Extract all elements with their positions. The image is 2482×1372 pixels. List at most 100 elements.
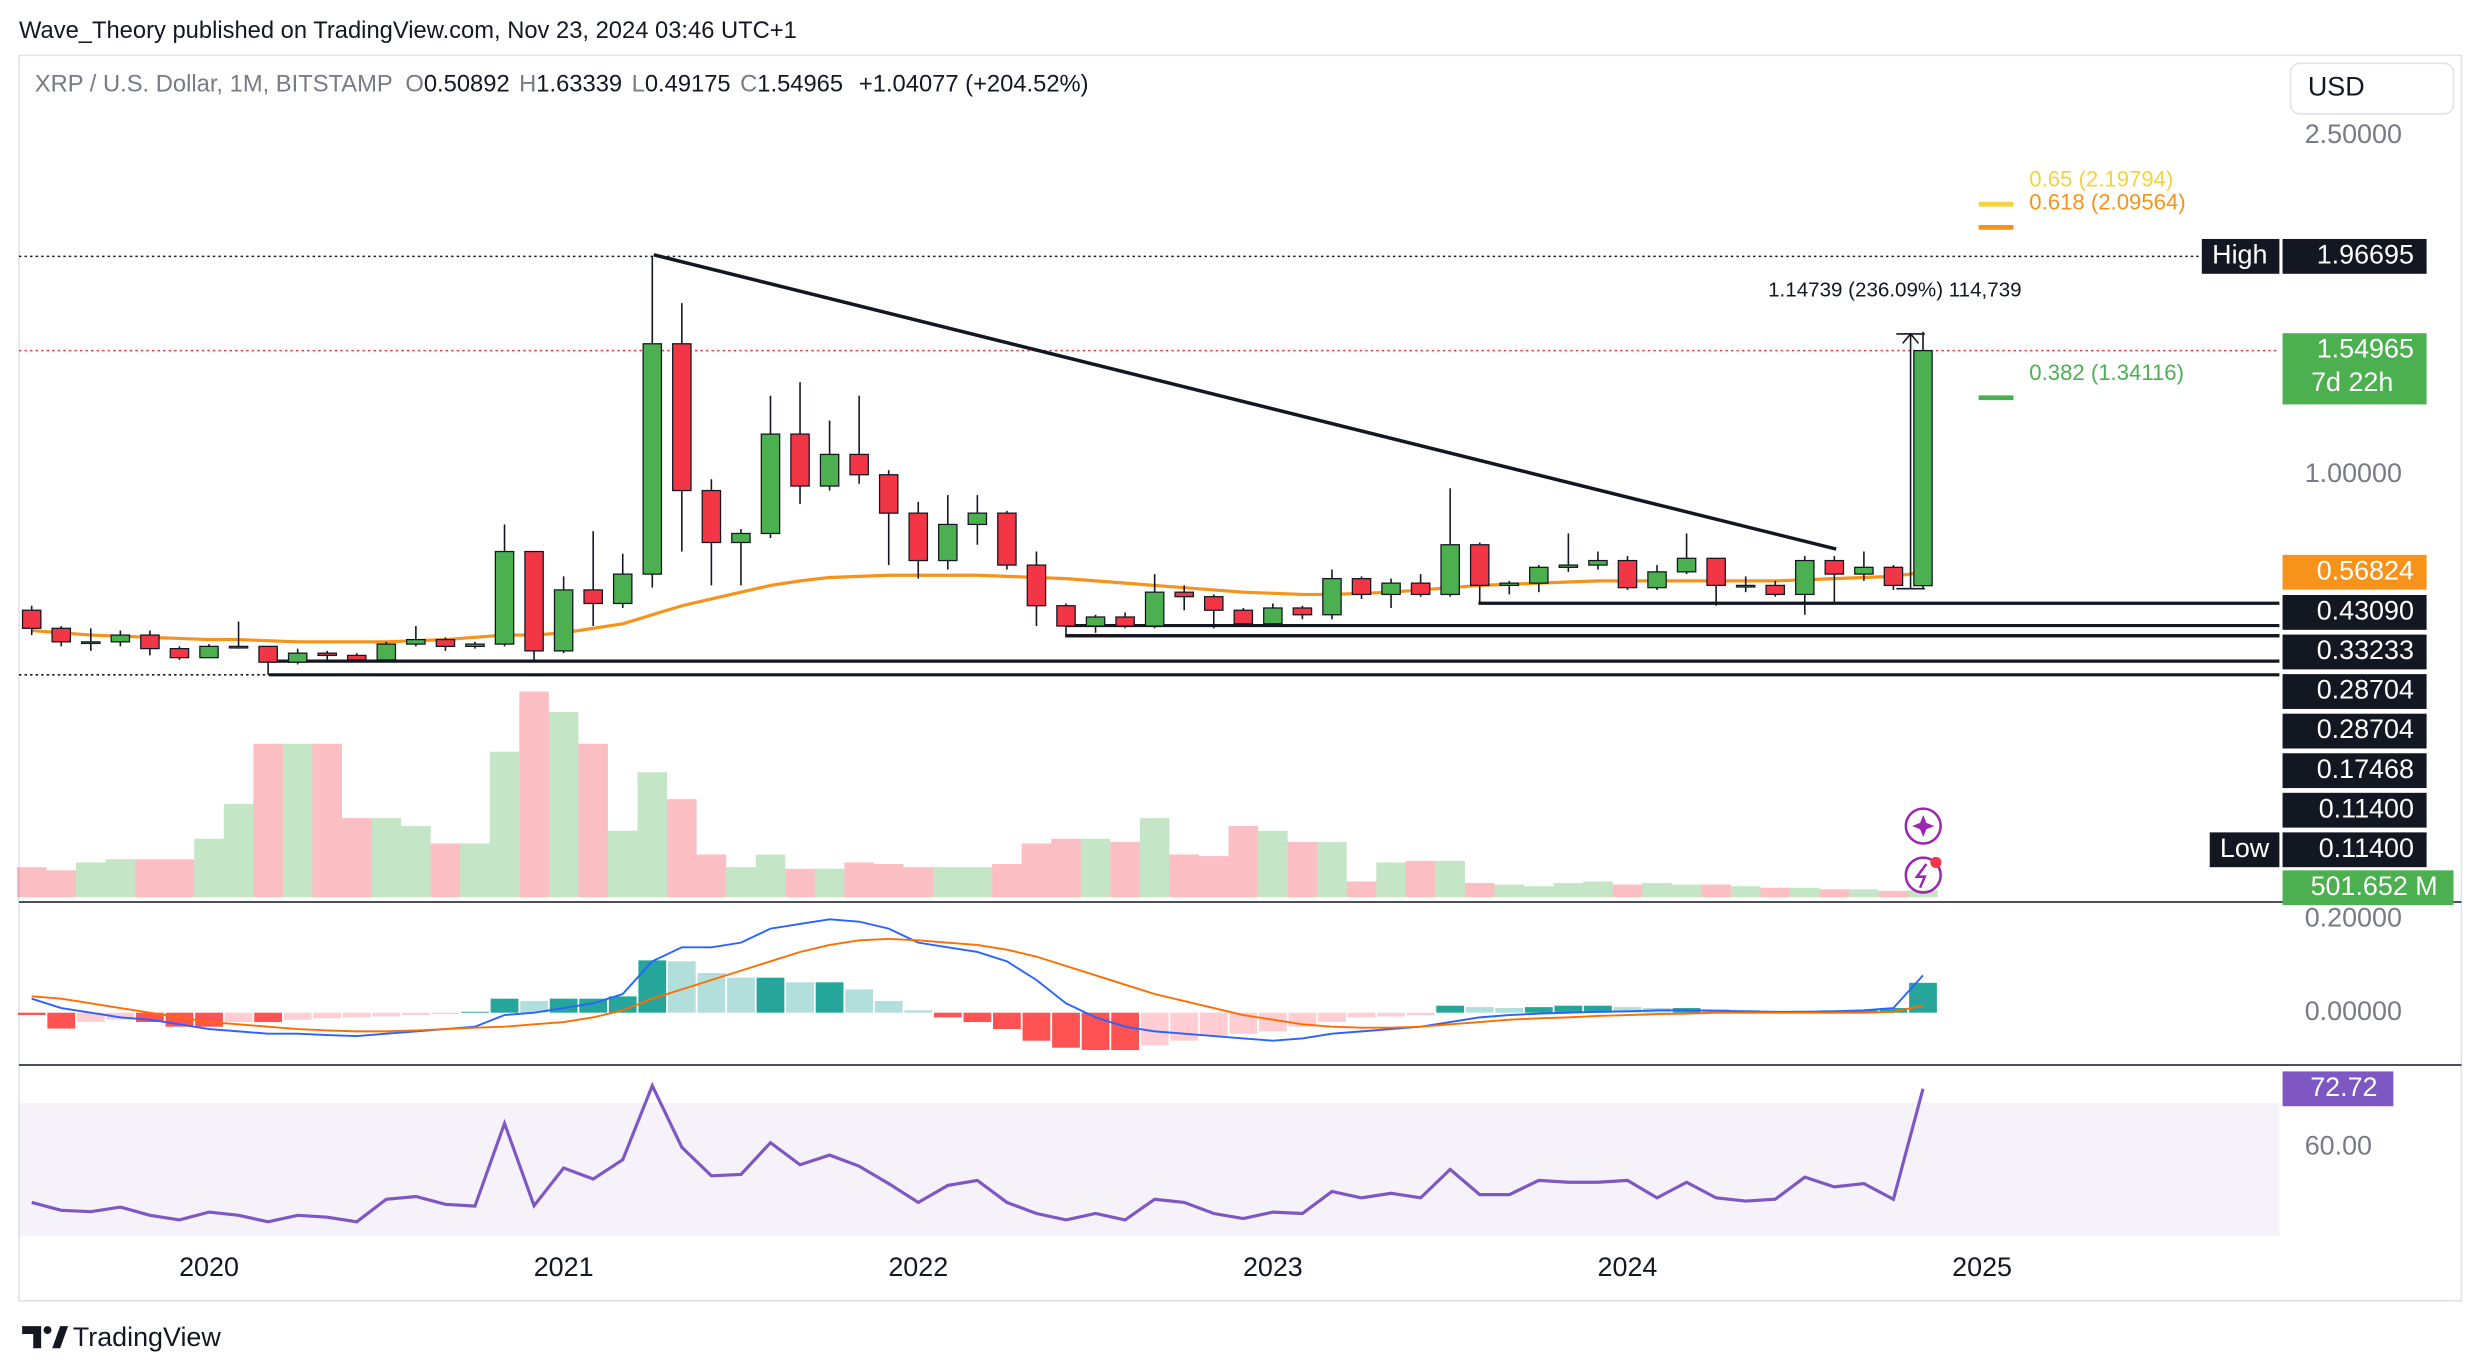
volume-bar (1849, 889, 1879, 898)
macd-histogram-bar (1022, 1012, 1051, 1041)
candle-body (81, 641, 101, 645)
macd-histogram-bar (342, 1012, 371, 1018)
candle-body (731, 532, 751, 544)
level-label-box (2282, 792, 2427, 828)
candle-body (967, 512, 988, 526)
candle-body (1735, 584, 1756, 588)
volume-bar (401, 826, 431, 898)
candle-body (1883, 566, 1904, 587)
macd-histogram-bar (845, 989, 874, 1013)
fib-label: 0.618 (2.09564) (2029, 189, 2185, 214)
level-label-box (2282, 595, 2427, 630)
high-name-box (2201, 238, 2280, 274)
macd-histogram-bar (313, 1012, 342, 1019)
candle-body (790, 433, 810, 487)
level-label-box (2282, 832, 2427, 868)
volume-bar (726, 867, 756, 898)
icon[interactable] (1904, 856, 1942, 894)
legend-key: L (632, 72, 645, 98)
volume-bar (607, 830, 638, 898)
currency-button[interactable] (2289, 62, 2455, 115)
candle-body (524, 550, 544, 652)
candle-body (1351, 577, 1372, 596)
high-value-box (2282, 238, 2427, 274)
macd-histogram-bar (1170, 1012, 1199, 1041)
level-label-box (2282, 634, 2427, 670)
tradingview-logo (22, 1326, 69, 1349)
candle-body (997, 512, 1017, 566)
candle-body (317, 652, 338, 657)
macd-histogram-bar (1199, 1012, 1228, 1037)
candle-body (258, 645, 278, 663)
macd-histogram-bar (1081, 1012, 1110, 1051)
legend-value: 1.54965 (757, 72, 843, 98)
candle-body (1440, 544, 1460, 596)
candle-body (1794, 559, 1815, 596)
macd-histogram-bar (1377, 1012, 1405, 1017)
candle-body (406, 638, 426, 645)
volume-label: 501.652 M (2311, 871, 2438, 901)
macd-histogram-bar (756, 977, 785, 1013)
candle-body (819, 453, 840, 487)
legend-change: +1.04077 (+204.52%) (859, 72, 1089, 98)
volume-bar (1730, 886, 1761, 898)
logo-mark (22, 1326, 42, 1349)
publisher-header: Wave_Theory published on TradingView.com… (19, 18, 797, 44)
candle-body (1263, 607, 1283, 625)
volume-bar (253, 743, 283, 898)
candle-body (1056, 605, 1076, 627)
volume-bar (1494, 884, 1525, 898)
level-label-box (2282, 674, 2427, 709)
x-tick-label: 2021 (534, 1252, 594, 1282)
macd-histogram-bar (106, 1012, 135, 1020)
candle-body (1322, 577, 1342, 616)
macd-histogram-bar (490, 998, 519, 1013)
level-label: 0.17468 (2317, 754, 2414, 784)
macd-histogram-bar (1406, 1012, 1435, 1016)
candle-body (1203, 596, 1224, 611)
last-price-countdown: 7d 22h (2311, 367, 2393, 397)
level-name-box (2209, 832, 2280, 868)
candle-body (287, 652, 308, 663)
volume-bar (667, 799, 697, 898)
measure-arrow (1896, 332, 1925, 590)
volume-bar (785, 868, 815, 898)
volume-bar (282, 743, 313, 898)
volume-bar (1021, 843, 1052, 898)
volume-bar (371, 818, 402, 898)
candle-body (494, 550, 515, 645)
icon[interactable] (1904, 807, 1942, 845)
volume-bar (637, 772, 668, 898)
candle-body (553, 589, 574, 652)
candle-body (1588, 559, 1608, 566)
level-label: 0.11400 (2319, 833, 2414, 863)
rsi-line (31, 1081, 1925, 1224)
legend-key: C (740, 72, 757, 98)
macd-histogram-bar (76, 1012, 105, 1023)
candle-body (376, 643, 397, 661)
icon-badge (1930, 856, 1942, 868)
macd-histogram-bar (1524, 1007, 1553, 1013)
volume-bar (1287, 841, 1318, 898)
candle-body (110, 634, 131, 643)
macd-tick-label: 0.00000 (2305, 996, 2402, 1026)
macd-histogram-bar (933, 1012, 962, 1018)
rsi-band (18, 1102, 2280, 1236)
macd-histogram-bar (1052, 1012, 1080, 1048)
candle-body (1233, 609, 1254, 625)
candle-body (1410, 582, 1431, 596)
volume-bar (1671, 884, 1702, 898)
trend-line (653, 253, 1837, 551)
candle-body (228, 645, 249, 649)
macd-histogram-bar (1465, 1007, 1494, 1013)
macd-histogram-bar (786, 982, 814, 1013)
high-value: 1.96695 (2317, 239, 2414, 269)
volume-bar (1258, 830, 1288, 898)
candle-body (346, 654, 367, 661)
volume-bar (903, 867, 934, 898)
candle-body (1085, 616, 1106, 627)
rsi-label: 72.72 (2310, 1072, 2377, 1102)
volume-bar (873, 864, 904, 898)
level-label: 0.28704 (2317, 714, 2414, 744)
